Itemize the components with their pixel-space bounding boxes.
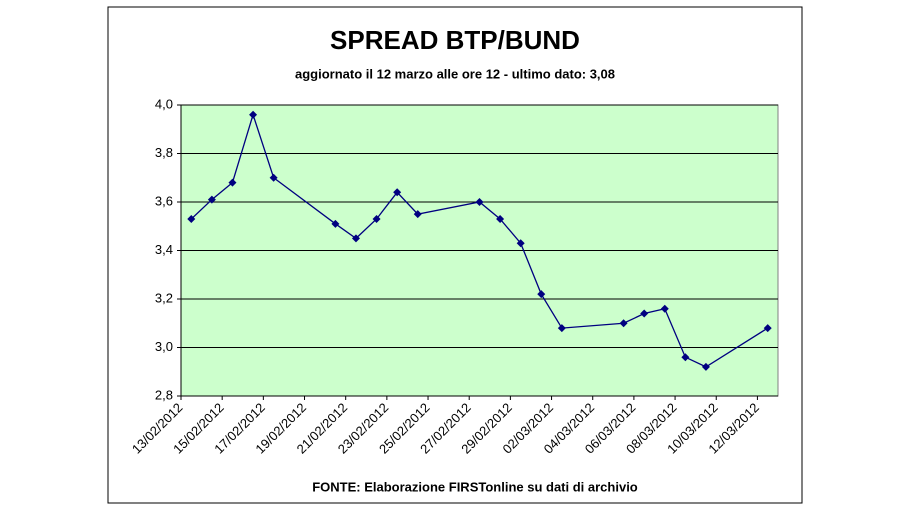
data-point [537,290,546,299]
y-tick-label: 3,6 [155,193,173,208]
data-point [207,195,216,204]
source-note: FONTE: Elaborazione FIRSTonline su dati … [312,479,638,494]
y-tick-label: 3,0 [155,339,173,354]
data-point [516,239,525,248]
data-point [331,219,340,228]
y-tick-label: 4,0 [155,96,173,111]
data-point [496,214,505,223]
data-point [619,319,628,328]
data-point [228,178,237,187]
chart-subtitle: aggiornato il 12 marzo alle ore 12 - ult… [295,66,615,81]
data-point [701,362,710,371]
chart-title: SPREAD BTP/BUND [330,25,580,55]
data-point [249,110,258,119]
data-point [640,309,649,318]
y-tick-label: 3,8 [155,145,173,160]
y-tick-label: 3,2 [155,290,173,305]
data-point [269,173,278,182]
data-point [660,304,669,313]
data-point [351,234,360,243]
data-point [475,198,484,206]
y-tick-label: 3,4 [155,242,173,257]
data-point [413,210,422,219]
data-point [372,214,381,223]
data-point [187,214,196,223]
y-tick-label: 2,8 [155,387,173,402]
data-point [681,353,690,362]
data-point [763,324,772,333]
data-point [557,324,566,333]
data-point [393,188,402,197]
